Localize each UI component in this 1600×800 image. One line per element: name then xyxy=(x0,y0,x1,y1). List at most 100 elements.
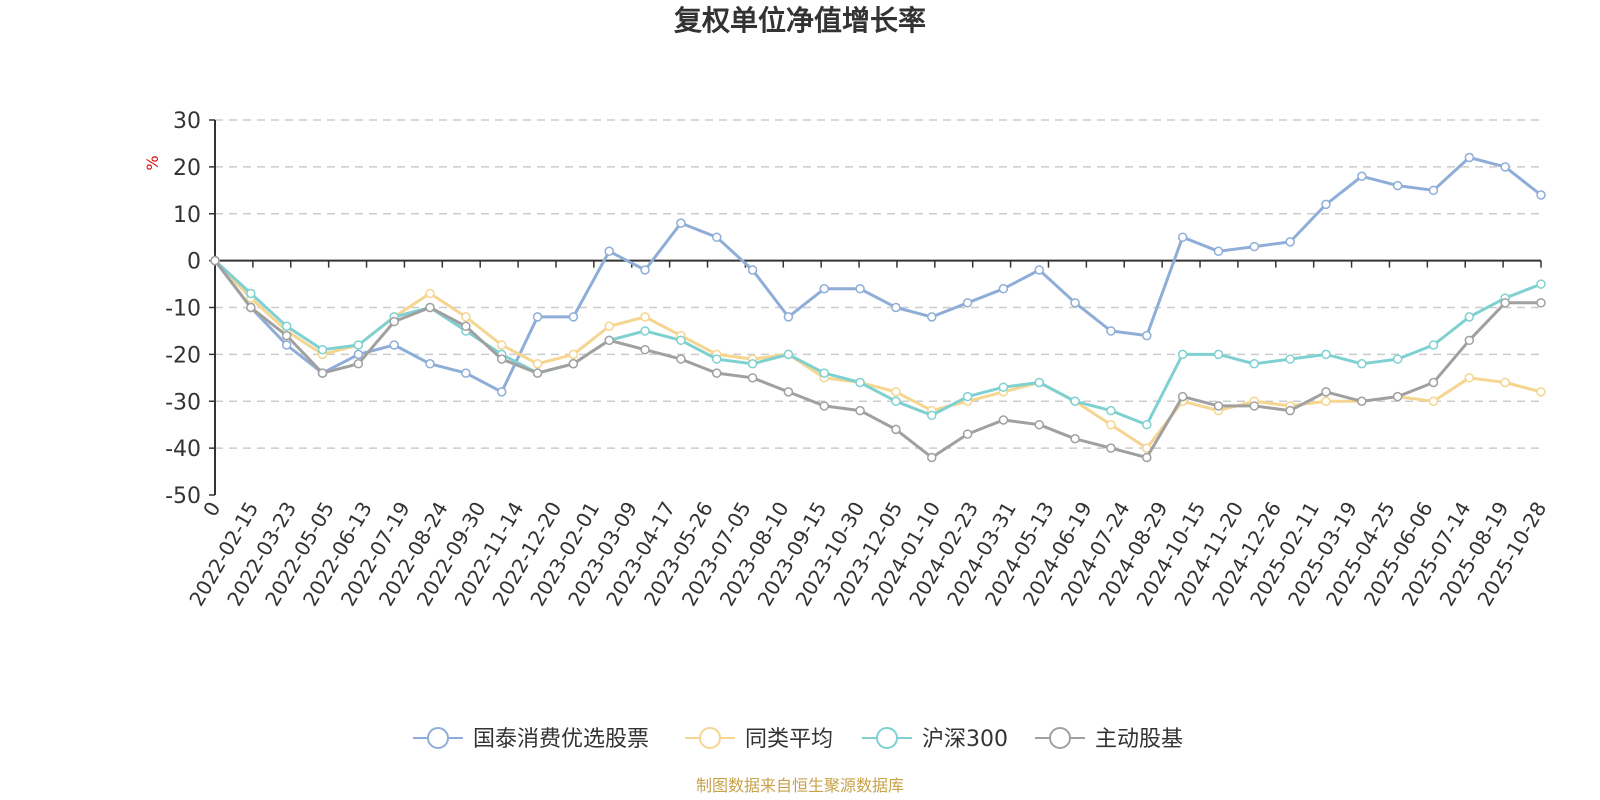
y-tick-label: -50 xyxy=(165,484,201,509)
y-tick-label: -40 xyxy=(165,437,201,462)
data-point xyxy=(1321,387,1331,397)
data-point xyxy=(676,354,686,364)
legend-item[interactable]: 同类平均 xyxy=(685,727,833,752)
data-point xyxy=(747,265,758,275)
data-point xyxy=(532,359,543,369)
source-note: 制图数据来自恒生聚源数据库 xyxy=(696,776,904,795)
y-tick-label: -10 xyxy=(165,297,201,322)
data-point xyxy=(461,312,471,322)
data-point xyxy=(532,312,543,322)
gridlines xyxy=(215,119,1541,449)
series-line xyxy=(213,259,1542,450)
data-point xyxy=(1392,354,1403,364)
data-point xyxy=(927,452,937,463)
data-point xyxy=(1428,185,1439,196)
data-point xyxy=(281,340,292,350)
series-line xyxy=(213,259,1541,459)
legend-item[interactable]: 国泰消费优选股票 xyxy=(413,727,649,752)
data-point xyxy=(604,335,614,346)
data-point xyxy=(1321,199,1331,210)
data-point xyxy=(711,368,722,378)
data-point xyxy=(1177,391,1188,402)
chart-title: 复权单位净值增长率 xyxy=(674,4,926,37)
data-point xyxy=(640,344,650,355)
data-point xyxy=(676,218,686,228)
data-point xyxy=(604,321,614,331)
data-point xyxy=(1106,326,1116,336)
data-point xyxy=(246,288,256,299)
data-point xyxy=(1213,349,1224,360)
data-point xyxy=(1428,340,1439,350)
y-tick-label: -20 xyxy=(165,343,201,368)
data-point xyxy=(676,335,686,346)
data-point xyxy=(568,349,579,360)
data-point xyxy=(711,354,722,364)
data-point xyxy=(1034,265,1045,275)
data-point xyxy=(927,410,937,421)
data-point xyxy=(1464,335,1475,346)
data-point xyxy=(819,368,829,378)
data-point xyxy=(1070,396,1080,406)
data-point xyxy=(1285,405,1295,416)
data-point xyxy=(353,340,364,350)
data-point xyxy=(496,354,507,364)
data-point xyxy=(1500,162,1510,172)
x-tick-label: 0 xyxy=(198,498,225,521)
data-point xyxy=(317,344,328,355)
data-point xyxy=(1142,452,1152,463)
legend-item[interactable]: 主动股基 xyxy=(1035,727,1183,752)
legend-marker xyxy=(699,727,721,749)
data-point xyxy=(711,232,722,242)
data-point xyxy=(855,377,865,388)
data-point xyxy=(998,284,1009,294)
data-point xyxy=(461,368,471,378)
data-point xyxy=(783,387,794,397)
data-point xyxy=(891,387,901,397)
data-point xyxy=(461,321,471,331)
data-point xyxy=(1213,401,1224,411)
data-point xyxy=(210,255,220,266)
legend-label: 主动股基 xyxy=(1095,727,1183,752)
data-point xyxy=(1500,298,1510,308)
data-point xyxy=(1034,419,1045,430)
series-3 xyxy=(210,255,1546,463)
data-point xyxy=(855,405,865,416)
x-axis: 02022-02-152022-03-232022-05-052022-06-1… xyxy=(184,120,1551,610)
data-point xyxy=(927,312,937,322)
data-point xyxy=(1249,401,1260,411)
data-point xyxy=(1464,373,1475,383)
series-line xyxy=(213,156,1542,394)
data-point xyxy=(640,326,650,336)
data-point xyxy=(640,265,650,275)
data-point xyxy=(1249,359,1260,369)
data-point xyxy=(425,359,435,369)
data-point xyxy=(1428,377,1439,388)
data-point xyxy=(998,382,1009,392)
data-point xyxy=(425,288,435,299)
data-point xyxy=(891,424,901,435)
y-tick-label: 10 xyxy=(173,203,201,228)
legend[interactable]: 国泰消费优选股票 同类平均 沪深300 主动股基 xyxy=(413,727,1183,752)
y-axis-ticks: 30 20 10 0 -10 -20 -30 -40 -50 xyxy=(165,109,215,509)
data-point xyxy=(1249,241,1260,252)
data-point xyxy=(496,387,507,397)
data-point xyxy=(1321,396,1331,406)
y-axis-unit: % xyxy=(143,155,162,170)
legend-marker xyxy=(876,727,898,749)
data-point xyxy=(1536,279,1546,289)
data-point xyxy=(425,302,435,313)
data-point xyxy=(532,368,543,378)
legend-item[interactable]: 沪深300 xyxy=(862,727,1008,752)
data-point xyxy=(1070,298,1080,308)
data-point xyxy=(317,368,328,378)
y-tick-label: 30 xyxy=(173,109,201,134)
data-point xyxy=(1034,377,1045,388)
data-point xyxy=(1357,171,1367,181)
data-point xyxy=(1106,443,1116,453)
legend-label: 国泰消费优选股票 xyxy=(473,727,649,752)
data-point xyxy=(819,401,829,411)
data-point xyxy=(1357,396,1367,406)
data-point xyxy=(1106,419,1116,430)
legend-label: 沪深300 xyxy=(922,727,1008,752)
